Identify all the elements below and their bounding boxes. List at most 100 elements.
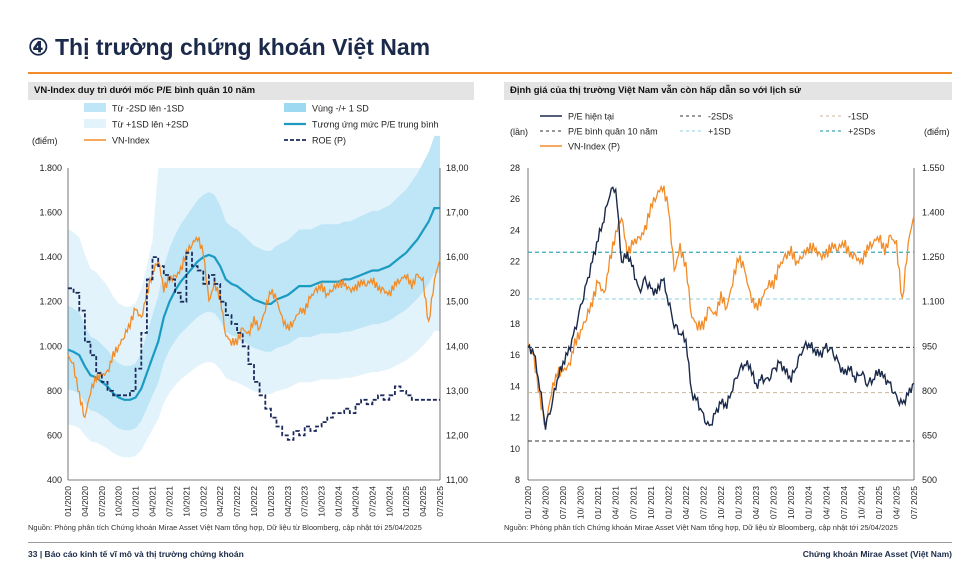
x-tick-label: 01/2021 [131, 486, 141, 517]
x-tick-label: 07/ 2020 [558, 486, 568, 519]
y2-tick-label: 1.100 [922, 297, 945, 307]
y2-tick-label: 18,00 [446, 163, 469, 173]
x-tick-label: 07/ 2024 [839, 486, 849, 519]
x-tick-label: 04/2021 [148, 486, 158, 517]
y-tick-label: 24 [510, 225, 520, 235]
y2-tick-label: 17,00 [446, 208, 469, 218]
footer-report-name: 33 | Báo cáo kinh tế vĩ mô và thị trường… [28, 549, 244, 559]
x-tick-label: 10/ 2022 [716, 486, 726, 519]
y2-tick-label: 1.550 [922, 163, 945, 173]
legend-label: Từ +1SD lên +2SD [112, 120, 189, 130]
x-tick-label: 10/2021 [181, 486, 191, 517]
legend-label: Tương ứng mức P/E trung bình [312, 120, 439, 130]
x-tick-label: 04/2023 [283, 486, 293, 517]
x-tick-label: 10/ 2020 [576, 486, 586, 519]
vnindex-line [527, 184, 915, 428]
legend-label: Vùng -/+ 1 SD [312, 104, 369, 114]
x-tick-label: 04/ 2025 [891, 486, 901, 519]
legend-label: +1SD [708, 127, 731, 137]
x-tick-label: 10/ 2023 [786, 486, 796, 519]
x-tick-label: 07/2025 [435, 486, 445, 517]
x-tick-label: 07/ 2022 [698, 486, 708, 519]
y2-tick-label: 13,00 [446, 386, 469, 396]
legend-swatch [284, 103, 306, 112]
band-1sd [68, 135, 440, 431]
legend-label: P/E bình quân 10 năm [568, 127, 658, 137]
x-tick-label: 04/2024 [350, 486, 360, 517]
x-tick-label: 10/ 2021 [646, 486, 656, 519]
x-tick-label: 01/2020 [63, 486, 73, 517]
x-tick-label: 07/ 2021 [628, 486, 638, 519]
x-tick-label: 10/2023 [317, 486, 327, 517]
legend-label: VN-Index [112, 136, 150, 146]
y-tick-label: 1.600 [39, 208, 62, 218]
y2-tick-label: 12,00 [446, 430, 469, 440]
y-tick-label: 1.400 [39, 252, 62, 262]
x-tick-label: 10/2020 [114, 486, 124, 517]
pe-current-line [527, 186, 915, 430]
legend-label: +2SDs [848, 127, 876, 137]
legend-label: VN-Index (P) [568, 142, 620, 152]
pe-average-line [67, 207, 440, 401]
x-tick-label: 04/ 2023 [751, 486, 761, 519]
footer-divider [28, 542, 952, 543]
x-tick-label: 07/ 2025 [909, 486, 919, 519]
x-tick-label: 07/2024 [367, 486, 377, 517]
legend-label: ROE (P) [312, 136, 346, 146]
y2-axis-label: (điểm) [924, 127, 950, 137]
x-tick-label: 07/2023 [300, 486, 310, 517]
y-axis-label: (lần) [510, 127, 528, 137]
y2-tick-label: 950 [922, 341, 937, 351]
y2-tick-label: 650 [922, 430, 937, 440]
y-tick-label: 1.200 [39, 297, 62, 307]
y-tick-label: 10 [510, 444, 520, 454]
y-tick-label: 22 [510, 257, 520, 267]
x-tick-label: 10/ 2024 [856, 486, 866, 519]
y-tick-label: 1.000 [39, 341, 62, 351]
y2-tick-label: 14,00 [446, 341, 469, 351]
y-tick-label: 600 [47, 430, 62, 440]
x-tick-label: 04/ 2021 [611, 486, 621, 519]
x-tick-label: 07/2020 [97, 486, 107, 517]
x-tick-label: 01/ 2020 [523, 486, 533, 519]
page-title: ④ Thị trường chứng khoán Việt Nam [28, 34, 431, 60]
footer-company-name: Chứng khoán Mirae Asset (Việt Nam) [802, 549, 952, 559]
y2-tick-label: 16,00 [446, 252, 469, 262]
y2-tick-label: 500 [922, 475, 937, 485]
y2-tick-label: 1.250 [922, 252, 945, 262]
y-axis-label: (điểm) [32, 136, 58, 146]
legend-swatch [84, 103, 106, 112]
y2-tick-label: 1.400 [922, 208, 945, 218]
x-tick-label: 01/2025 [401, 486, 411, 517]
right-panel-title: Định giá của thị trường Việt Nam vẫn còn… [504, 82, 952, 100]
x-tick-label: 01/ 2023 [734, 486, 744, 519]
y-tick-label: 20 [510, 288, 520, 298]
x-tick-label: 04/2025 [418, 486, 428, 517]
y-tick-label: 12 [510, 413, 520, 423]
x-tick-label: 01/2023 [266, 486, 276, 517]
x-tick-label: 07/2022 [232, 486, 242, 517]
y2-tick-label: 15,00 [446, 297, 469, 307]
vnindex-line [67, 235, 441, 419]
left-panel-title: VN-Index duy trì dưới mốc P/E bình quân … [28, 82, 474, 100]
y-tick-label: 800 [47, 386, 62, 396]
y-tick-label: 8 [515, 475, 520, 485]
x-tick-label: 07/2021 [164, 486, 174, 517]
x-tick-label: 01/2022 [198, 486, 208, 517]
y2-tick-label: 800 [922, 386, 937, 396]
source-note-right: Nguồn: Phòng phân tích Chứng khoán Mirae… [504, 523, 898, 532]
x-tick-label: 07/ 2023 [769, 486, 779, 519]
y2-tick-label: 11,00 [446, 475, 468, 485]
legend-label: -1SD [848, 112, 869, 122]
x-tick-label: 04/2020 [80, 486, 90, 517]
legend-swatch [84, 119, 106, 128]
y-tick-label: 18 [510, 319, 520, 329]
x-tick-label: 01/ 2024 [804, 486, 814, 519]
roe-line [68, 251, 440, 441]
y-tick-label: 26 [510, 194, 520, 204]
x-tick-label: 04/2022 [215, 486, 225, 517]
x-tick-label: 01/ 2021 [593, 486, 603, 519]
y-tick-label: 14 [510, 381, 520, 391]
